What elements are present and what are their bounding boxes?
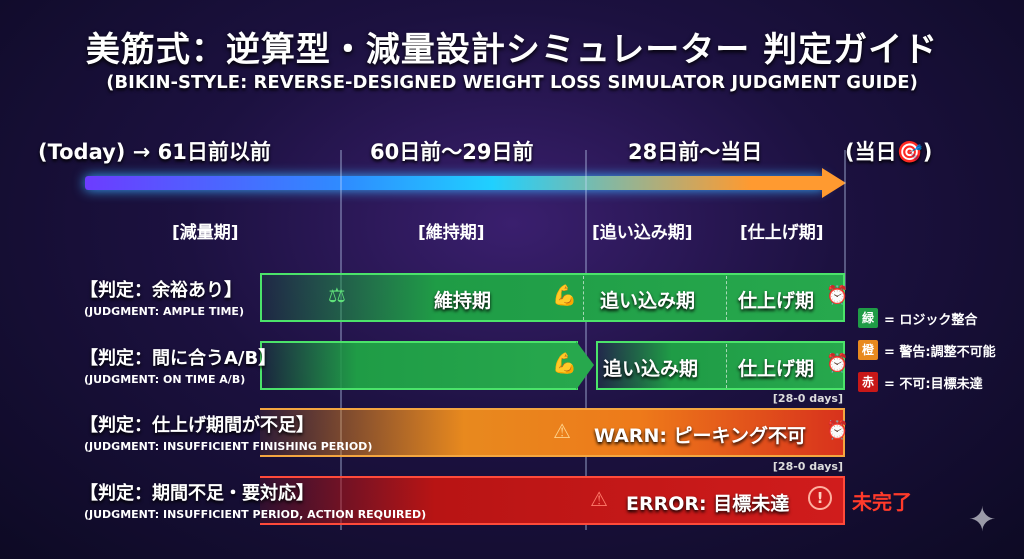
row-label: 【判定：仕上げ期間が不足】 xyxy=(80,415,314,436)
legend-swatch: 赤 xyxy=(858,372,878,392)
phase-cut: [減量期] xyxy=(172,223,239,243)
divider xyxy=(585,150,587,530)
exclamation-circle-icon: ! xyxy=(808,486,832,510)
timeline-arrowhead xyxy=(822,168,846,198)
divider xyxy=(844,150,846,290)
bar-arrow-tip xyxy=(576,341,594,390)
dash-divider xyxy=(726,276,727,320)
timeline-label-late: 28日前〜当日 xyxy=(628,140,763,164)
flexed-arm-icon: 💪 xyxy=(552,283,577,307)
legend-item-orange: 橙 = 警告:調整不可能 xyxy=(858,340,996,360)
status-incomplete: 未完了 xyxy=(852,490,912,514)
alarm-clock-icon: ⏰ xyxy=(826,353,849,374)
scale-icon: ⚖ xyxy=(328,283,346,307)
legend-text: = 不可:目標未達 xyxy=(884,376,983,392)
page-subtitle: (BIKIN-STYLE: REVERSE-DESIGNED WEIGHT LO… xyxy=(106,72,918,93)
row-bar-ample xyxy=(260,273,845,322)
bar-text: 仕上げ期 xyxy=(738,358,815,380)
phase-maintain: [維持期] xyxy=(418,223,485,243)
bar-text: 仕上げ期 xyxy=(738,290,815,312)
dash-divider xyxy=(583,276,584,320)
legend-item-red: 赤 = 不可:目標未達 xyxy=(858,372,983,392)
timeline-arrow xyxy=(85,176,825,190)
alarm-clock-icon: ⏰ xyxy=(826,420,849,441)
row-label: 【判定：期間不足・要対応】 xyxy=(80,483,314,504)
legend-text: = ロジック整合 xyxy=(884,312,978,328)
flexed-arm-icon: 💪 xyxy=(552,351,577,375)
days-label: [28-0 days] xyxy=(772,460,843,473)
bar-text: 維持期 xyxy=(434,290,492,312)
days-label: [28-0 days] xyxy=(772,392,843,405)
row-sublabel: (JUDGMENT: INSUFFICIENT PERIOD, ACTION R… xyxy=(84,508,427,521)
row-bar-ontime-b xyxy=(596,341,845,390)
alarm-clock-icon: ⏰ xyxy=(826,285,849,306)
timeline-label-end: (当日🎯) xyxy=(845,140,933,164)
row-bar-error xyxy=(260,476,845,525)
legend-swatch: 緑 xyxy=(858,308,878,328)
row-bar-warn xyxy=(260,408,845,457)
row-sublabel: (JUDGMENT: INSUFFICIENT FINISHING PERIOD… xyxy=(84,440,373,453)
row-bar-ontime-a xyxy=(260,341,578,390)
sparkle-icon: ✦ xyxy=(968,500,997,540)
divider xyxy=(340,150,342,530)
timeline-label-mid: 60日前〜29日前 xyxy=(370,140,534,164)
dash-divider xyxy=(726,344,727,388)
row-label: 【判定：間に合うA/B】 xyxy=(80,348,277,369)
legend-item-green: 緑 = ロジック整合 xyxy=(858,308,977,328)
phase-push: [追い込み期] xyxy=(592,223,693,243)
legend-text: = 警告:調整不可能 xyxy=(884,344,996,360)
page-title: 美筋式：逆算型・減量設計シミュレーター 判定ガイド xyxy=(85,30,939,70)
bar-text: ERROR: 目標未達 xyxy=(626,493,790,515)
bar-text: 追い込み期 xyxy=(600,290,696,312)
phase-finish: [仕上げ期] xyxy=(740,223,824,243)
legend-swatch: 橙 xyxy=(858,340,878,360)
bar-text: WARN: ピーキング不可 xyxy=(594,425,806,447)
timeline-label-start: (Today) → 61日前以前 xyxy=(38,140,271,164)
row-sublabel: (JUDGMENT: ON TIME A/B) xyxy=(84,373,246,386)
warning-icon: ⚠ xyxy=(553,419,571,443)
row-sublabel: (JUDGMENT: AMPLE TIME) xyxy=(84,305,244,318)
row-label: 【判定：余裕あり】 xyxy=(80,280,242,301)
bar-text: 追い込み期 xyxy=(603,358,699,380)
warning-icon: ⚠ xyxy=(590,487,608,511)
